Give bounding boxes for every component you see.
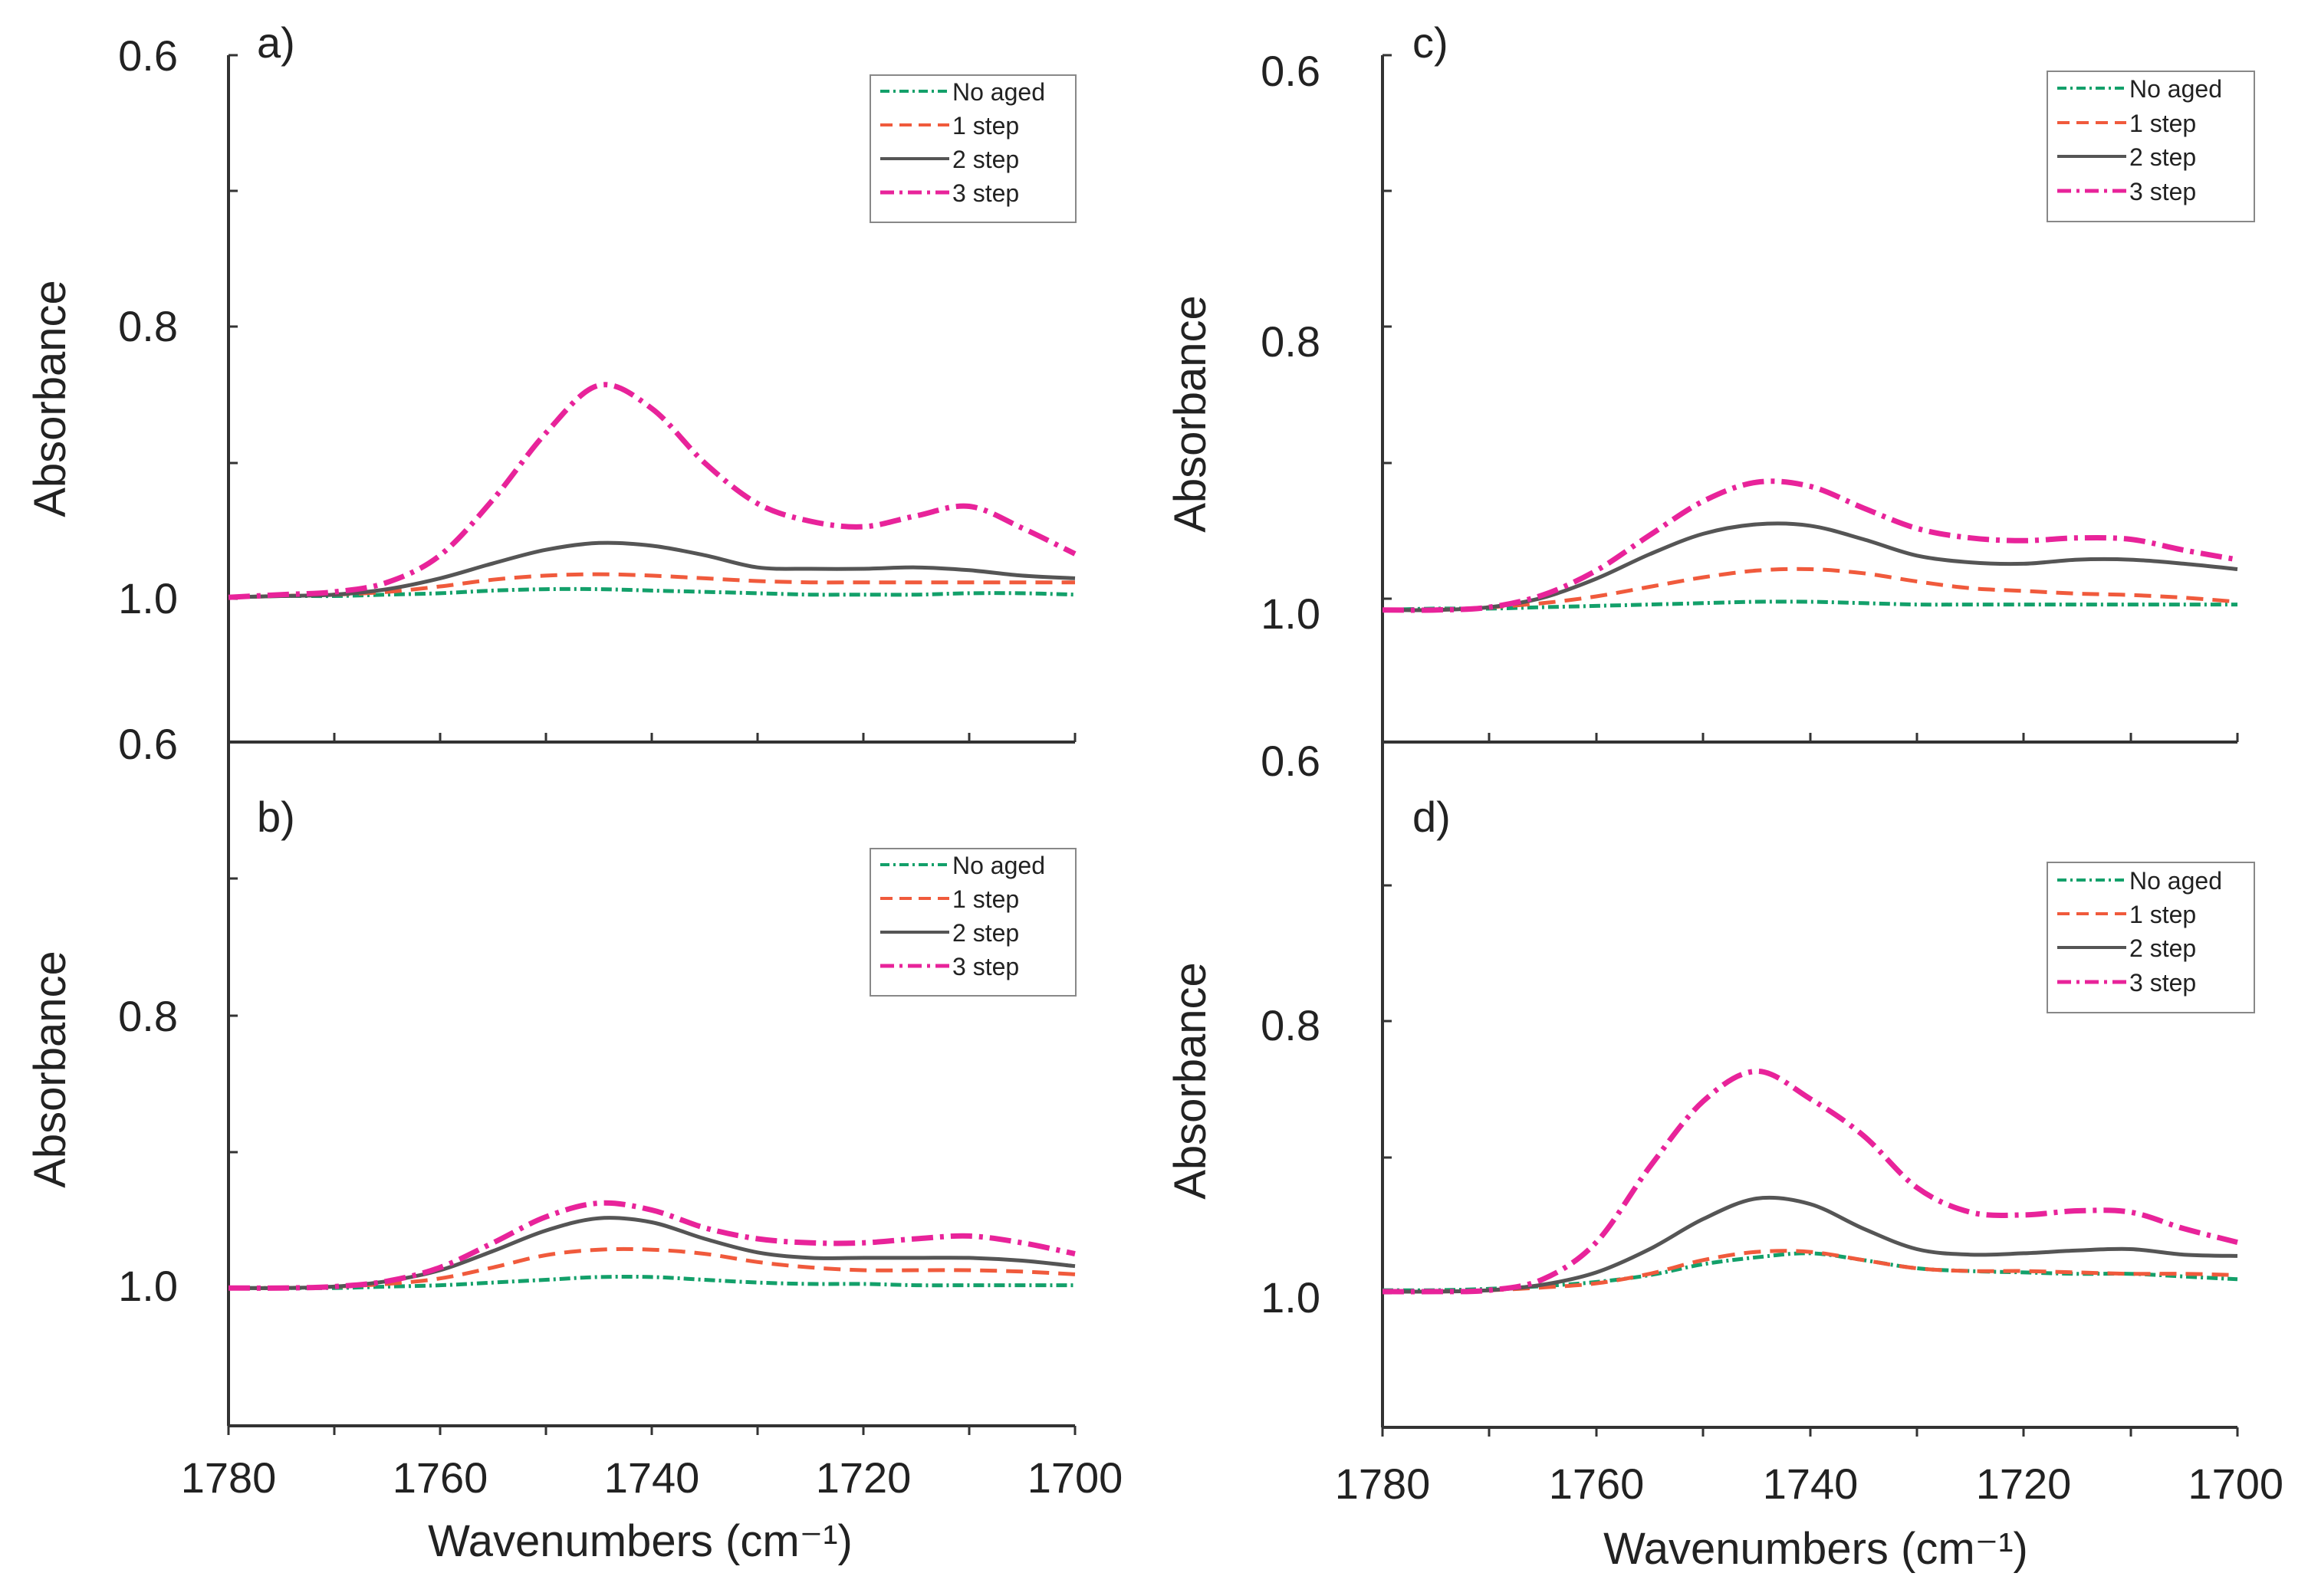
panel-c-x-ticks [1381,733,2239,742]
x-tick-label: 1720 [1976,1460,2072,1508]
panel-a-legend-box [870,74,1077,223]
panel-b-legend: No aged 1 step 2 step 3 step [870,848,1077,997]
panel-c-series-3-step [1382,478,2238,613]
panel-b-label: b) [257,793,295,841]
panel-b-series-no-aged [228,1274,1075,1290]
panel-b: b) Absorbance 0.6 0.8 1.0 1780 1760 1740… [25,720,1123,1566]
panel-d-series-2-step [1382,1195,2238,1294]
panel-b-legend-box [870,848,1077,997]
panel-d-label: d) [1412,793,1451,841]
x-tick-label: 1780 [181,1453,277,1502]
panel-c-y-ticks [1382,54,1392,600]
legend-label-no-aged: No aged [952,852,1045,879]
y-tick-label: 0.6 [1261,737,1320,785]
legend-label-1-step: 1 step [2129,901,2196,928]
x-tick-label: 1760 [1549,1460,1645,1508]
panel-b-series-2-step [228,1216,1076,1290]
panel-b-x-ticks [227,1426,1077,1435]
y-tick-label: 0.8 [118,992,178,1040]
legend-label-2-step: 2 step [952,146,1019,173]
y-tick-label: 0.6 [118,720,178,768]
legend-label-3-step: 3 step [2129,969,2196,997]
y-tick-label: 0.8 [1261,1001,1320,1049]
panel-a-series-2-step [228,540,1076,599]
y-tick-label: 0.6 [1261,47,1320,95]
panel-c-series-1-step [1382,566,2238,612]
panel-a: a) Absorbance 0.6 0.8 1.0 [25,18,1077,744]
legend-label-2-step: 2 step [2129,934,2196,962]
panel-c-legend: No aged 1 step 2 step 3 step [2047,71,2255,222]
panel-d-x-title: Wavenumbers (cm⁻¹) [1603,1524,2028,1574]
y-tick-label: 1.0 [1261,589,1320,638]
panel-a-y-title: Absorbance [25,280,75,517]
x-tick-label: 1760 [393,1453,488,1502]
x-tick-label: 1720 [816,1453,912,1502]
legend-label-2-step: 2 step [2129,143,2196,171]
panel-c-series-no-aged [1382,599,2237,612]
panel-b-y-title: Absorbance [25,951,75,1188]
panel-d-legend: No aged 1 step 2 step 3 step [2047,862,2255,1013]
x-tick-label: 1740 [1763,1460,1859,1508]
legend-label-1-step: 1 step [2129,110,2196,137]
panel-b-x-title: Wavenumbers (cm⁻¹) [428,1516,853,1566]
y-tick-label: 1.0 [118,1262,178,1310]
legend-label-3-step: 3 step [952,953,1019,980]
panel-d-series-3-step [1382,1068,2238,1295]
legend-label-2-step: 2 step [952,919,1019,947]
panel-d-x-ticks [1381,1427,2239,1437]
legend-label-no-aged: No aged [952,78,1045,106]
panel-d-y-title: Absorbance [1166,962,1215,1200]
panel-c-y-title: Absorbance [1166,295,1215,533]
panel-a-x-ticks [227,733,1077,742]
legend-label-3-step: 3 step [2129,178,2196,205]
panel-a-legend: No aged 1 step 2 step 3 step [870,74,1077,223]
y-tick-label: 0.6 [118,31,178,80]
x-tick-label: 1700 [2188,1460,2283,1508]
x-tick-label: 1740 [604,1453,700,1502]
y-tick-label: 0.8 [118,302,178,350]
panel-a-label: a) [257,18,295,67]
panel-d: d) Absorbance 0.6 0.8 1.0 1780 1760 1740… [1166,737,2283,1574]
x-tick-label: 1780 [1335,1460,1431,1508]
panel-a-series-3-step [228,382,1077,600]
legend-label-no-aged: No aged [2129,867,2222,895]
y-tick-label: 1.0 [1261,1273,1320,1322]
panel-c-label: c) [1412,18,1448,67]
panel-c: c) Absorbance 0.6 0.8 1.0 [1166,18,2255,744]
panel-b-series-3-step [228,1200,1076,1291]
panel-c-series-2-step [1382,521,2238,612]
y-tick-label: 1.0 [118,574,178,622]
panel-d-legend-box [2047,862,2255,1013]
panel-c-legend-box [2047,71,2255,222]
legend-label-1-step: 1 step [952,885,1019,913]
legend-label-no-aged: No aged [2129,75,2222,103]
legend-label-1-step: 1 step [952,112,1019,140]
y-tick-label: 0.8 [1261,317,1320,366]
panel-b-series-1-step [228,1246,1076,1290]
panel-a-series-no-aged [228,586,1076,599]
x-tick-label: 1700 [1027,1453,1123,1502]
legend-label-3-step: 3 step [952,179,1019,207]
